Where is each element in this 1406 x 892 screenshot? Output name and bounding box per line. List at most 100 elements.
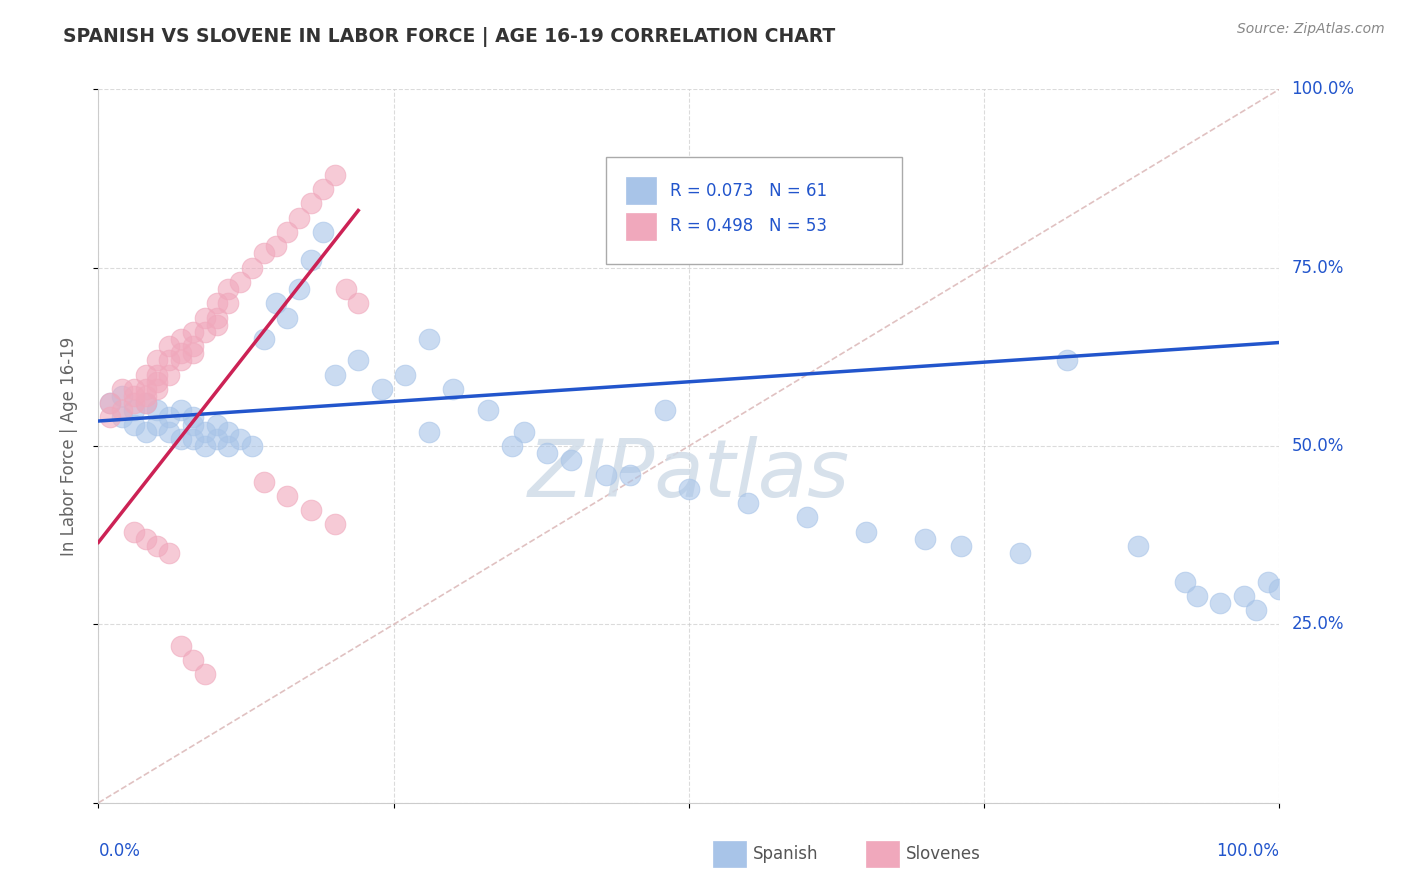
- Point: [181, 346, 204, 360]
- Point: [157, 546, 180, 560]
- Point: [914, 532, 936, 546]
- Bar: [626, 212, 655, 240]
- Point: [146, 353, 169, 368]
- Point: [122, 403, 145, 417]
- Point: [122, 382, 145, 396]
- Point: [111, 403, 134, 417]
- Point: [98, 396, 121, 410]
- Text: SPANISH VS SLOVENE IN LABOR FORCE | AGE 16-19 CORRELATION CHART: SPANISH VS SLOVENE IN LABOR FORCE | AGE …: [63, 27, 835, 46]
- Point: [181, 410, 204, 425]
- Text: R = 0.498   N = 53: R = 0.498 N = 53: [671, 218, 827, 235]
- Point: [157, 368, 180, 382]
- Text: Slovenes: Slovenes: [907, 846, 981, 863]
- Point: [217, 439, 239, 453]
- Point: [512, 425, 534, 439]
- Point: [1233, 589, 1256, 603]
- Point: [253, 475, 276, 489]
- Bar: [713, 841, 745, 867]
- Text: Source: ZipAtlas.com: Source: ZipAtlas.com: [1237, 22, 1385, 37]
- Point: [276, 310, 298, 325]
- Point: [181, 653, 204, 667]
- Text: 50.0%: 50.0%: [1291, 437, 1344, 455]
- Point: [312, 225, 335, 239]
- Point: [796, 510, 818, 524]
- Point: [347, 353, 370, 368]
- Point: [264, 296, 287, 310]
- Point: [595, 467, 617, 482]
- Point: [276, 225, 298, 239]
- Point: [949, 539, 972, 553]
- Point: [347, 296, 370, 310]
- Point: [170, 332, 193, 346]
- Point: [1268, 582, 1291, 596]
- Point: [135, 382, 157, 396]
- Text: 25.0%: 25.0%: [1291, 615, 1344, 633]
- Point: [170, 403, 193, 417]
- Point: [205, 417, 228, 432]
- Point: [122, 524, 145, 539]
- Point: [299, 503, 322, 517]
- Point: [1126, 539, 1149, 553]
- Point: [441, 382, 464, 396]
- Point: [240, 439, 263, 453]
- Text: 100.0%: 100.0%: [1216, 842, 1279, 860]
- Point: [146, 539, 169, 553]
- Y-axis label: In Labor Force | Age 16-19: In Labor Force | Age 16-19: [59, 336, 77, 556]
- Point: [323, 168, 346, 182]
- Point: [157, 425, 180, 439]
- Point: [157, 353, 180, 368]
- Point: [181, 325, 204, 339]
- Point: [264, 239, 287, 253]
- Point: [181, 432, 204, 446]
- Point: [205, 296, 228, 310]
- Point: [135, 368, 157, 382]
- Point: [181, 417, 204, 432]
- Point: [194, 667, 217, 681]
- Point: [1244, 603, 1267, 617]
- Text: ZIPatlas: ZIPatlas: [527, 435, 851, 514]
- Point: [135, 425, 157, 439]
- Point: [501, 439, 523, 453]
- Point: [477, 403, 499, 417]
- Point: [1008, 546, 1031, 560]
- Point: [1174, 574, 1197, 589]
- Point: [122, 396, 145, 410]
- Point: [170, 346, 193, 360]
- Point: [146, 375, 169, 389]
- Point: [288, 282, 311, 296]
- Point: [1185, 589, 1208, 603]
- Point: [678, 482, 700, 496]
- Point: [194, 325, 217, 339]
- Point: [276, 489, 298, 503]
- Point: [1257, 574, 1279, 589]
- Point: [654, 403, 676, 417]
- Point: [335, 282, 357, 296]
- Text: Spanish: Spanish: [752, 846, 818, 863]
- Text: 0.0%: 0.0%: [98, 842, 141, 860]
- Point: [217, 425, 239, 439]
- Point: [111, 389, 134, 403]
- Text: R = 0.073   N = 61: R = 0.073 N = 61: [671, 182, 827, 200]
- Point: [170, 353, 193, 368]
- Point: [181, 339, 204, 353]
- Point: [194, 310, 217, 325]
- Point: [253, 332, 276, 346]
- Point: [619, 467, 641, 482]
- Point: [111, 410, 134, 425]
- Point: [855, 524, 877, 539]
- Point: [146, 417, 169, 432]
- FancyBboxPatch shape: [606, 157, 901, 264]
- Point: [240, 260, 263, 275]
- Point: [146, 382, 169, 396]
- Point: [111, 382, 134, 396]
- Point: [560, 453, 582, 467]
- Point: [299, 253, 322, 268]
- Point: [135, 532, 157, 546]
- Point: [229, 275, 252, 289]
- Point: [217, 282, 239, 296]
- Point: [288, 211, 311, 225]
- Point: [536, 446, 558, 460]
- Point: [217, 296, 239, 310]
- Text: 75.0%: 75.0%: [1291, 259, 1344, 277]
- Point: [146, 403, 169, 417]
